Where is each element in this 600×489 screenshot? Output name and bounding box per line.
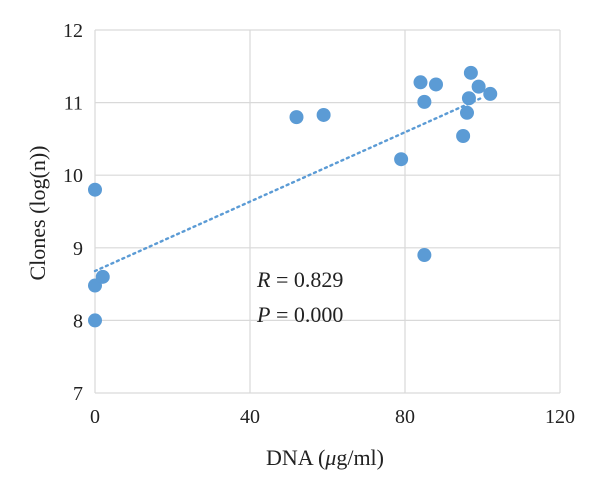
trendline-group [93, 96, 484, 273]
x-tick-label: 0 [90, 406, 100, 428]
y-tick-label: 9 [73, 238, 83, 260]
data-point [429, 77, 443, 92]
y-tick-label: 10 [63, 165, 83, 187]
y-tick-label: 11 [64, 93, 83, 115]
data-point [413, 75, 428, 90]
y-tick-labels: 7 8 9 10 11 12 [63, 20, 83, 405]
data-point [471, 79, 486, 94]
data-point [316, 107, 331, 122]
p-annotation: P = 0.000 [256, 302, 343, 327]
data-point [417, 248, 432, 263]
data-point [456, 128, 471, 143]
data-point [417, 94, 432, 109]
r-annotation: R = 0.829 [256, 267, 343, 292]
data-point [88, 182, 102, 197]
data-point [483, 86, 498, 101]
data-point [289, 110, 304, 125]
x-axis-label: DNA (μg/ml) [266, 445, 384, 470]
y-tick-label: 8 [73, 310, 83, 332]
grid-lines [94, 29, 561, 394]
x-tick-label: 80 [395, 406, 415, 428]
data-point [463, 65, 478, 80]
y-tick-label: 7 [73, 383, 83, 405]
data-points [88, 65, 498, 328]
x-tick-label: 40 [240, 406, 260, 428]
x-tick-label: 120 [545, 406, 575, 428]
data-point [95, 269, 110, 284]
x-tick-labels: 0 40 80 120 [90, 406, 575, 428]
data-point [460, 105, 474, 120]
trendline [93, 96, 484, 273]
y-axis-label: Clones (log(n)) [25, 145, 50, 280]
data-point [394, 152, 409, 167]
y-tick-label: 12 [63, 20, 83, 42]
data-point [461, 91, 476, 106]
data-point [88, 313, 102, 328]
